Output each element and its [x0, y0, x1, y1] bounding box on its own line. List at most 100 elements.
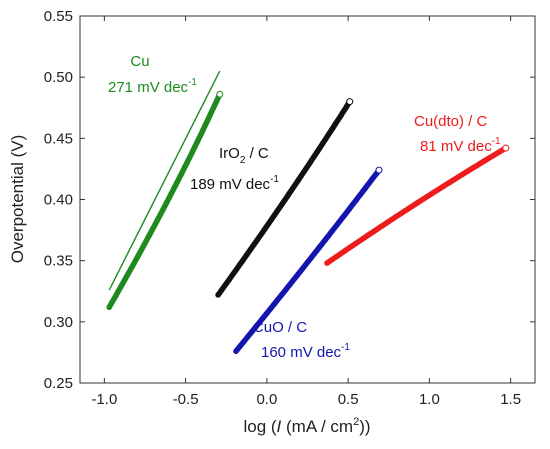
x-tick-label: 0.0 [256, 391, 277, 408]
data-point [244, 334, 251, 340]
data-point [106, 304, 112, 310]
data-point [486, 155, 492, 161]
data-point [455, 174, 462, 180]
data-point [384, 219, 390, 226]
data-point [352, 241, 358, 247]
data-point [370, 228, 377, 235]
data-point [182, 164, 188, 170]
data-point [356, 193, 363, 199]
data-point [160, 206, 166, 212]
data-point [288, 188, 294, 194]
data-point [294, 178, 301, 184]
data-point [281, 197, 288, 204]
data-point [157, 211, 164, 218]
data-point [366, 231, 372, 238]
data-point [176, 174, 183, 180]
data-point [343, 210, 349, 216]
x-tick-label: 1.0 [419, 391, 440, 408]
data-point [346, 206, 353, 212]
data-point [290, 277, 296, 284]
data-point [241, 338, 247, 345]
data-point [237, 261, 243, 268]
data-point [424, 193, 431, 199]
data-point [326, 131, 332, 137]
y-axis: 0.25 0.30 0.35 0.40 0.45 0.50 0.55 [44, 8, 535, 392]
end-point [502, 144, 510, 152]
data-point [190, 148, 196, 154]
data-point [315, 246, 321, 252]
data-point [285, 192, 291, 199]
data-point [298, 173, 304, 180]
end-point [375, 166, 383, 174]
data-point [332, 121, 338, 128]
data-point [168, 190, 175, 196]
data-point [146, 233, 152, 239]
data-point [131, 260, 137, 266]
data-point [416, 199, 422, 205]
data-point [112, 293, 119, 299]
data-point [389, 216, 395, 223]
data-point [174, 179, 180, 186]
data-point [335, 117, 341, 123]
data-point [339, 214, 346, 221]
data-point [134, 255, 140, 261]
data-point [179, 169, 185, 175]
data-point [442, 182, 448, 188]
data-point [163, 201, 169, 207]
data-point [333, 223, 339, 230]
data-point [251, 241, 257, 248]
data-point [197, 132, 204, 139]
data-point [192, 143, 198, 149]
series-curve [324, 145, 509, 266]
data-point [494, 150, 500, 156]
data-point [420, 196, 426, 202]
iro2-slope-label: 189 mV dec-1 [190, 174, 279, 193]
data-point [149, 227, 155, 234]
data-point [195, 137, 201, 144]
data-point [323, 135, 329, 142]
data-point [350, 201, 356, 208]
data-point [481, 158, 488, 164]
series-curve [233, 167, 382, 354]
cuo-slope-label: 160 mV dec-1 [261, 342, 350, 361]
data-point [451, 176, 457, 183]
y-tick-label: 0.45 [44, 130, 73, 147]
data-point [233, 348, 239, 354]
data-point [258, 231, 264, 238]
y-tick-label: 0.40 [44, 192, 73, 209]
data-point [317, 145, 323, 151]
data-point [240, 256, 247, 263]
data-point [373, 171, 379, 178]
data-point [310, 154, 317, 161]
data-point [278, 202, 284, 208]
data-point [402, 207, 408, 214]
data-point [140, 244, 146, 250]
data-point [122, 276, 128, 283]
data-point [128, 265, 134, 272]
y-tick-label: 0.55 [44, 8, 73, 25]
data-point [398, 210, 404, 217]
data-point [329, 228, 335, 234]
data-point [312, 250, 318, 256]
data-point [137, 249, 143, 255]
data-point [215, 292, 221, 298]
data-point [353, 197, 359, 203]
series-iro2-c [215, 98, 354, 298]
data-point [473, 163, 479, 169]
data-point [279, 291, 285, 298]
data-point [212, 101, 218, 108]
y-tick-label: 0.35 [44, 253, 73, 270]
data-point [271, 301, 278, 307]
data-point [297, 268, 303, 275]
x-tick-label: -0.5 [173, 391, 199, 408]
data-point [187, 153, 193, 159]
x-tick-label: -1.0 [91, 391, 117, 408]
data-point [200, 127, 206, 133]
y-tick-label: 0.25 [44, 375, 73, 392]
data-point [244, 251, 250, 258]
data-point [171, 185, 177, 191]
y-tick-label: 0.30 [44, 314, 73, 331]
data-point [260, 315, 266, 321]
data-point [222, 282, 229, 288]
